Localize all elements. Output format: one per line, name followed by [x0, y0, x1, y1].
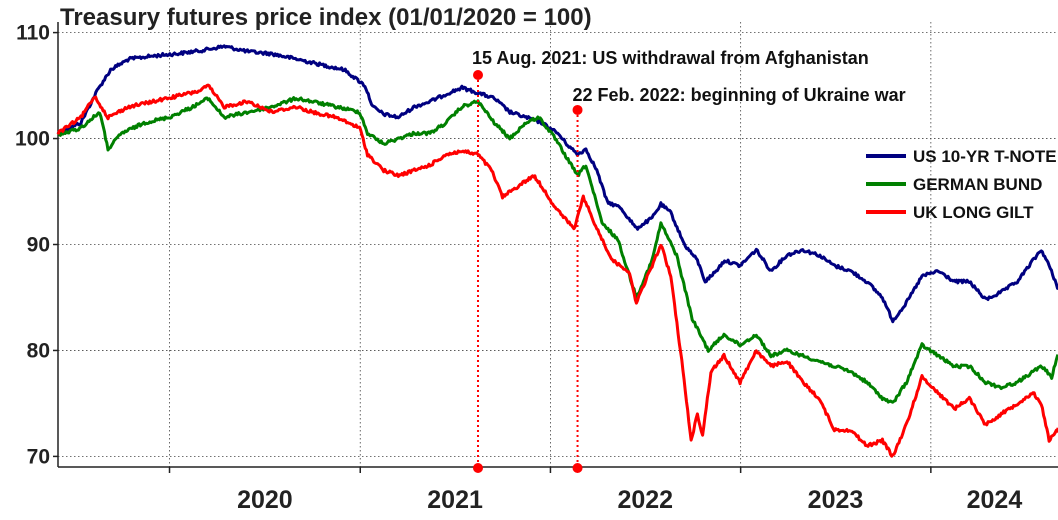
legend-label: UK LONG GILT — [913, 203, 1034, 222]
annotation-marker-top — [572, 104, 583, 115]
y-tick-label: 90 — [27, 234, 50, 257]
annotation-marker-top — [473, 69, 484, 80]
legend-label: US 10-YR T-NOTE — [913, 147, 1057, 166]
series-line-1 — [56, 44, 1058, 324]
axes — [53, 22, 1058, 473]
annotation-label: 15 Aug. 2021: US withdrawal from Afghani… — [472, 48, 869, 68]
y-tick-label: 110 — [16, 22, 50, 45]
chart-title: Treasury futures price index (01/01/2020… — [60, 4, 592, 31]
x-tick-label: 2024 — [967, 486, 1023, 514]
annotation-marker-bottom — [473, 463, 484, 473]
x-tick-label: 2022 — [617, 486, 673, 514]
series-line-3 — [56, 83, 1058, 458]
legend: US 10-YR T-NOTE GERMAN BUND UK LONG GILT — [866, 147, 1057, 222]
event-annotations: 15 Aug. 2021: US withdrawal from Afghani… — [472, 48, 906, 473]
x-tick-labels: 2020 2021 2022 2023 2024 — [237, 486, 1022, 514]
grid-lines — [58, 22, 1058, 467]
y-tick-label: 80 — [27, 339, 50, 362]
y-tick-labels: 70 80 90 100 110 — [15, 22, 50, 469]
annotation-label: 22 Feb. 2022: beginning of Ukraine war — [573, 85, 906, 105]
y-tick-label: 100 — [15, 128, 50, 151]
x-tick-label: 2023 — [808, 486, 864, 514]
series-line-2 — [57, 96, 1058, 404]
series-lines — [56, 44, 1058, 458]
y-tick-label: 70 — [27, 445, 50, 468]
annotation-marker-bottom — [572, 463, 583, 473]
legend-label: GERMAN BUND — [913, 175, 1042, 194]
x-tick-label: 2020 — [237, 486, 293, 514]
x-tick-label: 2021 — [427, 486, 483, 514]
